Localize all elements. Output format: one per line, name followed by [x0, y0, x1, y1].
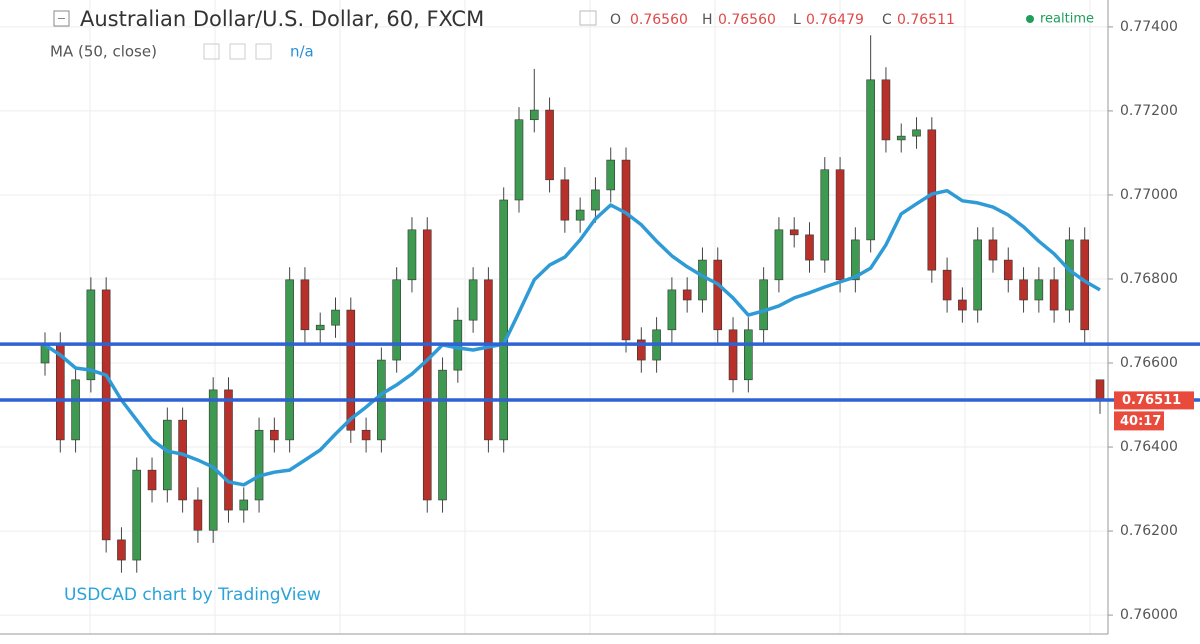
candle-body — [315, 324, 325, 331]
candle-body — [529, 109, 539, 121]
candle-body — [117, 539, 126, 561]
candle-body — [514, 119, 524, 201]
chart-title: Australian Dollar/U.S. Dollar, 60, FXCM — [80, 7, 484, 31]
candle-body — [178, 419, 187, 501]
candle-body — [331, 309, 340, 326]
price-tag-box — [1114, 391, 1194, 410]
candle-body — [1034, 279, 1044, 301]
candle-body — [361, 429, 371, 441]
candle-body — [71, 379, 80, 441]
candle-body — [101, 289, 111, 541]
candle-body — [346, 309, 356, 431]
candle-body — [1019, 279, 1028, 301]
candle-body — [1065, 239, 1074, 311]
candle-body — [774, 229, 784, 281]
candle-body — [575, 209, 585, 221]
settings-icon[interactable] — [579, 10, 597, 26]
ohlc-value: 0.76560 — [718, 12, 776, 28]
candle-body — [407, 229, 417, 281]
countdown-box — [1114, 411, 1164, 431]
ohlc-key: L — [793, 12, 801, 28]
candle-body — [637, 339, 646, 361]
candle-body — [973, 239, 982, 311]
candle-body — [208, 389, 218, 531]
candle-body — [820, 169, 830, 261]
candle-body — [789, 229, 799, 236]
candle-body — [698, 259, 707, 301]
candle-body — [927, 129, 937, 271]
candle-body — [545, 109, 554, 181]
candle-body — [1095, 379, 1105, 401]
candle-body — [591, 189, 600, 211]
indicator-icon[interactable] — [203, 43, 220, 60]
candle-body — [224, 389, 233, 511]
candle-body — [728, 329, 738, 381]
indicator-icon[interactable] — [255, 43, 272, 60]
y-tick-label: 0.76800 — [1120, 271, 1178, 287]
indicator-icon[interactable] — [229, 43, 246, 60]
watermark: USDCAD chart by TradingView — [64, 585, 321, 605]
candle-body — [912, 129, 921, 137]
ohlc-key: C — [882, 12, 892, 28]
candle-body — [438, 369, 447, 501]
indicator-name: MA (50, close) — [50, 43, 157, 61]
candle-body — [851, 239, 860, 281]
candle-body — [392, 279, 401, 361]
ohlc-value: 0.76511 — [897, 12, 955, 28]
candle-body — [86, 289, 96, 381]
candle-body — [193, 499, 203, 531]
y-tick-label: 0.77200 — [1120, 103, 1178, 119]
candle-body — [667, 289, 677, 331]
y-tick-label: 0.76600 — [1120, 355, 1178, 371]
candle-body — [942, 269, 952, 301]
candle-body — [254, 429, 264, 501]
countdown: 40:17 — [1120, 414, 1161, 429]
ohlc-value: 0.76560 — [630, 12, 688, 28]
candle-body — [163, 419, 172, 491]
candle-body — [1049, 279, 1059, 311]
candle-body — [484, 279, 493, 441]
y-tick-label: 0.77000 — [1120, 187, 1178, 203]
status: realtime — [1040, 12, 1094, 27]
candle-body — [499, 199, 508, 441]
candle-body — [1080, 239, 1090, 331]
candle-body — [621, 159, 631, 341]
y-tick-label: 0.76200 — [1120, 523, 1178, 539]
candle-body — [147, 469, 157, 491]
candle-body — [285, 279, 294, 441]
candle-body — [958, 299, 967, 311]
candle-body — [132, 469, 142, 561]
candle-body — [866, 79, 875, 241]
candle-body — [560, 179, 570, 221]
candle-body — [300, 279, 310, 331]
candle-body — [835, 169, 845, 281]
moving-average — [44, 188, 1101, 487]
candle-body — [270, 429, 279, 441]
candle-body — [805, 234, 814, 261]
indicator-value: n/a — [290, 43, 314, 61]
y-tick-label: 0.76000 — [1120, 607, 1178, 623]
y-tick-label: 0.77400 — [1120, 19, 1178, 35]
candle-body — [239, 499, 249, 511]
status-dot — [1026, 15, 1034, 23]
collapse-icon[interactable] — [53, 10, 70, 27]
ohlc-value: 0.76479 — [806, 12, 864, 28]
candle-body — [468, 279, 478, 321]
candle-body — [606, 159, 616, 191]
candle-body — [759, 279, 768, 331]
candle-body — [1003, 259, 1013, 281]
ohlc-key: H — [702, 12, 713, 28]
candle-body — [881, 79, 891, 141]
candle-body — [896, 135, 906, 141]
plot — [40, 35, 1105, 573]
y-tick-label: 0.76400 — [1120, 439, 1178, 455]
candle-body — [988, 239, 998, 261]
candle-body — [713, 259, 723, 331]
candle-body — [744, 329, 753, 381]
candle-body — [682, 289, 692, 301]
ohlc-key: O — [610, 12, 621, 28]
price-tag: 0.76511 — [1122, 393, 1181, 408]
